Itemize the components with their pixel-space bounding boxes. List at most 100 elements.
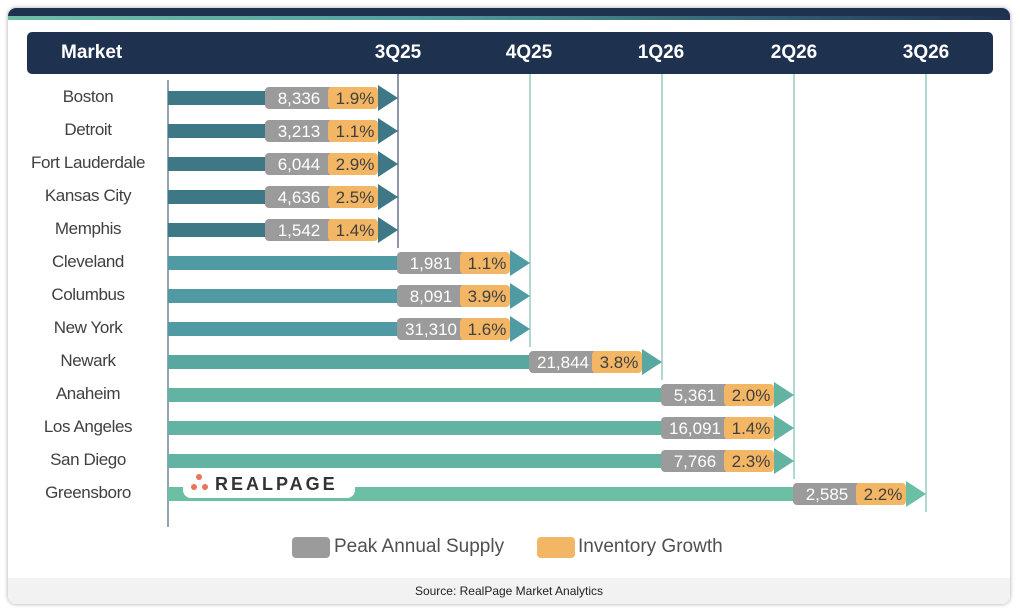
growth-label-bg <box>328 87 378 109</box>
bar-arrowhead <box>510 250 530 276</box>
bar-row: 21,844 3.8% <box>168 349 662 375</box>
growth-value-label: 2.2% <box>864 485 903 504</box>
legend-swatch-supply <box>292 537 330 558</box>
bar <box>168 388 774 402</box>
market-column-header: Market <box>61 42 123 63</box>
bar-row: 6,044 2.9% <box>168 151 398 177</box>
logo-dot <box>202 484 208 490</box>
tick-label: 4Q25 <box>505 42 553 63</box>
supply-value-label: 4,636 <box>278 188 321 207</box>
growth-value-label: 2.0% <box>732 386 771 405</box>
bar-row: 3,213 1.1% <box>168 118 398 144</box>
bar-row: 5,361 2.0% <box>168 382 794 408</box>
bar-arrowhead <box>774 382 794 408</box>
bar-row: 7,766 2.3% <box>168 448 794 474</box>
market-label: Newark <box>60 351 116 370</box>
growth-value-label: 3.8% <box>600 353 639 372</box>
growth-label-bg <box>592 351 642 373</box>
bar-arrowhead <box>906 481 926 507</box>
bar-arrowhead <box>378 118 398 144</box>
bar-arrowhead <box>378 85 398 111</box>
growth-label-bg <box>328 153 378 175</box>
supply-value-label: 6,044 <box>278 155 321 174</box>
market-label: Greensboro <box>45 483 131 502</box>
growth-value-label: 1.4% <box>732 419 771 438</box>
market-label: San Diego <box>50 450 126 469</box>
growth-value-label: 1.4% <box>336 221 375 240</box>
growth-value-label: 2.9% <box>336 155 375 174</box>
supply-value-label: 3,213 <box>278 122 321 141</box>
logo-dot <box>196 474 202 480</box>
growth-value-label: 1.1% <box>336 122 375 141</box>
supply-label-bg <box>661 417 729 439</box>
market-label: Cleveland <box>51 252 124 271</box>
market-label: Memphis <box>54 219 122 238</box>
growth-value-label: 1.6% <box>468 320 507 339</box>
top-gradient-stripe <box>8 16 1010 20</box>
bar <box>168 454 774 468</box>
tick-label: 3Q25 <box>374 42 422 63</box>
bar-arrowhead <box>642 349 662 375</box>
logo-text: REALPAGE <box>215 474 338 494</box>
supply-value-label: 8,336 <box>278 89 321 108</box>
tick-label: 3Q26 <box>902 42 950 63</box>
market-label: Kansas City <box>44 186 132 205</box>
growth-label-bg <box>724 384 774 406</box>
supply-value-label: 1,981 <box>410 254 453 273</box>
bar-row: 31,310 1.6% <box>168 316 530 342</box>
supply-label-bg <box>397 285 465 307</box>
bar-row: 4,636 2.5% <box>168 184 398 210</box>
supply-label-bg <box>661 384 729 406</box>
growth-label-bg <box>460 252 510 274</box>
supply-value-label: 7,766 <box>674 452 717 471</box>
chart-plot: 8,336 1.9% 3,213 1.1% 6,044 2.9% 4,636 2.5% 1,54… <box>167 74 927 527</box>
growth-label-bg <box>328 219 378 241</box>
chart-card: Market 3Q25 4Q25 1Q26 2Q26 3Q26 8,336 1.9… <box>8 8 1010 604</box>
bar-arrowhead <box>378 217 398 243</box>
supply-label-bg <box>265 87 333 109</box>
bar-row: 1,981 1.1% <box>168 250 530 276</box>
growth-value-label: 2.3% <box>732 452 771 471</box>
growth-value-label: 1.1% <box>468 254 507 273</box>
bar-arrowhead <box>378 184 398 210</box>
bar-arrowhead <box>774 448 794 474</box>
growth-value-label: 2.5% <box>336 188 375 207</box>
supply-label-bg <box>529 351 597 373</box>
bar <box>168 355 642 369</box>
supply-label-bg <box>661 450 729 472</box>
bar <box>168 421 774 435</box>
supply-label-bg <box>397 318 465 340</box>
bar-row: 8,336 1.9% <box>168 85 398 111</box>
supply-value-label: 31,310 <box>405 320 457 339</box>
market-label: Anaheim <box>55 384 121 403</box>
growth-value-label: 3.9% <box>468 287 507 306</box>
table-header: Market 3Q25 4Q25 1Q26 2Q26 3Q26 <box>27 32 993 74</box>
market-label: New York <box>53 318 123 337</box>
supply-value-label: 21,844 <box>537 353 589 372</box>
tick-label: 1Q26 <box>637 42 685 63</box>
growth-label-bg <box>460 285 510 307</box>
bar-row: 8,091 3.9% <box>168 283 530 309</box>
tick-label: 2Q26 <box>770 42 818 63</box>
bar-arrowhead <box>510 283 530 309</box>
market-label: Detroit <box>64 120 112 139</box>
supply-label-bg <box>265 186 333 208</box>
growth-label-bg <box>856 483 906 505</box>
growth-label-bg <box>724 450 774 472</box>
supply-label-bg <box>397 252 465 274</box>
supply-label-bg <box>265 153 333 175</box>
source-note: Source: RealPage Market Analytics <box>8 578 1010 604</box>
legend-label-growth: Inventory Growth <box>578 536 723 557</box>
supply-value-label: 1,542 <box>278 221 321 240</box>
bar-arrowhead <box>774 415 794 441</box>
supply-value-label: 16,091 <box>669 419 721 438</box>
market-label: Boston <box>62 87 114 106</box>
legend-swatch-growth <box>537 537 575 558</box>
bar-arrowhead <box>510 316 530 342</box>
supply-value-label: 5,361 <box>674 386 717 405</box>
supply-value-label: 8,091 <box>410 287 453 306</box>
market-label: Los Angeles <box>43 417 133 436</box>
supply-label-bg <box>793 483 861 505</box>
growth-label-bg <box>460 318 510 340</box>
supply-label-bg <box>265 120 333 142</box>
